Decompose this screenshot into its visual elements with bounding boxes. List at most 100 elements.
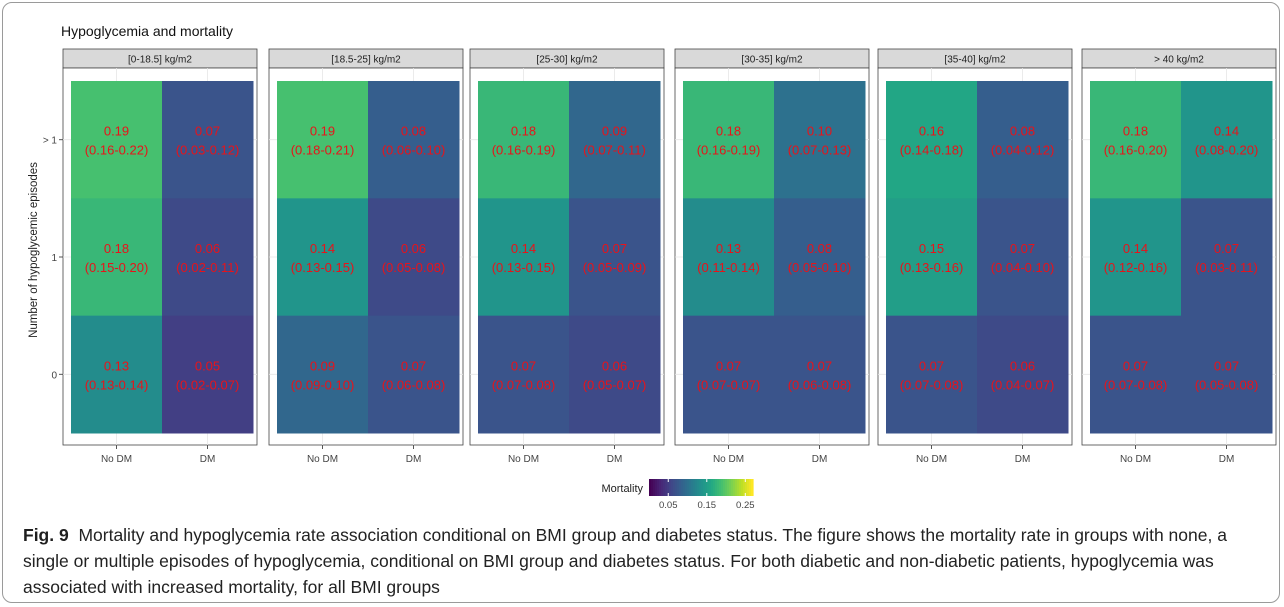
x-tick-label: DM [607,454,623,465]
legend-gradient-segment [703,479,706,496]
cell-ci-label: (0.03-0.12) [176,143,240,158]
legend-gradient-segment [687,479,690,496]
heatmap-cell [1181,81,1273,199]
cell-value-label: 0.18 [1123,124,1148,139]
x-tick-label: DM [200,454,216,465]
legend-gradient-segment [673,479,676,496]
x-tick-label: No DM [508,454,539,465]
cell-ci-label: (0.16-0.19) [492,143,556,158]
legend-gradient-segment [723,479,726,496]
heatmap-cell [71,198,163,317]
legend-gradient-segment [661,479,664,496]
cell-value-label: 0.13 [716,241,741,256]
heatmap-cell [683,81,775,199]
legend-gradient-segment [741,479,744,496]
legend-gradient-segment [675,479,678,496]
cell-ci-label: (0.04-0.10) [991,260,1055,275]
legend-gradient-segment [745,479,748,496]
heatmap-cell [71,81,163,199]
cell-value-label: 0.08 [401,124,426,139]
legend-gradient-segment [747,479,750,496]
cell-value-label: 0.14 [511,241,536,256]
cell-value-label: 0.10 [807,124,832,139]
legend-gradient-segment [711,479,714,496]
x-tick-label: No DM [307,454,338,465]
heatmap-cell [569,315,661,434]
heatmap-cell [277,315,369,434]
cell-value-label: 0.07 [1123,358,1148,373]
cell-value-label: 0.06 [195,241,220,256]
heatmap-cell [683,198,775,317]
legend-gradient-segment [679,479,682,496]
cell-ci-label: (0.14-0.18) [900,143,964,158]
cell-value-label: 0.16 [919,124,944,139]
heatmap-cell [478,81,570,199]
cell-ci-label: (0.05-0.09) [583,260,647,275]
cell-value-label: 0.08 [807,241,832,256]
x-tick-label: DM [1015,454,1031,465]
legend-gradient-segment [671,479,674,496]
cell-value-label: 0.06 [1010,358,1035,373]
heatmap-cell [162,198,254,317]
panel-strip-label: [35-40] kg/m2 [944,55,1006,66]
legend-gradient-segment [667,479,670,496]
legend-gradient-segment [669,479,672,496]
cell-value-label: 0.07 [195,124,220,139]
cell-value-label: 0.07 [919,358,944,373]
legend-gradient-segment [707,479,710,496]
cell-value-label: 0.08 [1010,124,1035,139]
cell-ci-label: (0.04-0.07) [991,377,1055,392]
legend-gradient-segment [717,479,720,496]
heatmap-cell [368,198,460,317]
cell-value-label: 0.07 [716,358,741,373]
legend-gradient-segment [677,479,680,496]
heatmap-cell [886,315,978,434]
heatmap-cell [977,198,1069,317]
cell-value-label: 0.05 [195,358,220,373]
cell-value-label: 0.18 [716,124,741,139]
heatmap-chart: Hypoglycemia and mortality Number of hypo… [28,23,1277,511]
heatmap-cell [478,198,570,317]
heatmap-cell [277,198,369,317]
heatmap-cell [774,81,866,199]
legend-gradient-segment [725,479,728,496]
legend-gradient-segment [659,479,662,496]
cell-ci-label: (0.13-0.14) [85,377,149,392]
cell-value-label: 0.19 [104,124,129,139]
cell-ci-label: (0.07-0.13) [788,143,852,158]
cell-value-label: 0.07 [511,358,536,373]
panel-strip-label: > 40 kg/m2 [1154,55,1204,66]
x-tick-label: No DM [101,454,132,465]
panel-strip-label: [0-18.5] kg/m2 [128,55,192,66]
legend-gradient-segment [683,479,686,496]
legend-gradient-segment [653,479,656,496]
legend-gradient-segment [657,479,660,496]
cell-value-label: 0.07 [807,358,832,373]
legend-tick-label: 0.05 [659,500,678,511]
cell-ci-label: (0.02-0.07) [176,377,240,392]
figure-caption: Fig. 9 Mortality and hypoglycemia rate a… [23,522,1273,600]
legend-gradient-segment [739,479,742,496]
legend-gradient-segment [729,479,732,496]
heatmap-cell [977,315,1069,434]
x-tick-label: No DM [713,454,744,465]
cell-ci-label: (0.16-0.20) [1104,143,1168,158]
cell-ci-label: (0.13-0.15) [291,260,355,275]
panel-strip-label: [30-35] kg/m2 [741,55,803,66]
cell-ci-label: (0.18-0.21) [291,143,355,158]
y-tick-label: > 1 [43,136,58,147]
cell-ci-label: (0.16-0.19) [697,143,761,158]
cell-value-label: 0.06 [401,241,426,256]
heatmap-cell [1181,198,1273,317]
legend-gradient-segment [697,479,700,496]
heatmap-cell [1090,81,1182,199]
cell-ci-label: (0.07-0.08) [900,377,964,392]
cell-value-label: 0.15 [919,241,944,256]
heatmap-cell [162,315,254,434]
heatmap-cell [71,315,163,434]
legend-gradient-segment [743,479,746,496]
cell-ci-label: (0.07-0.08) [492,377,556,392]
legend-gradient-segment [709,479,712,496]
legend-gradient-segment [735,479,738,496]
heatmap-cell [162,81,254,199]
